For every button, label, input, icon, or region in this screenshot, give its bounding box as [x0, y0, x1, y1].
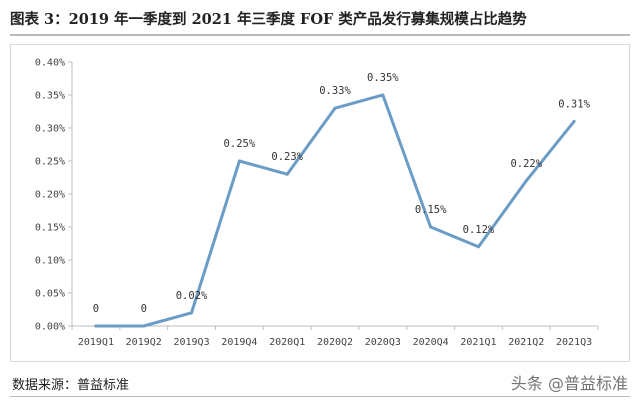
x-tick-label: 2020Q3: [365, 337, 401, 348]
y-tick-label: 0.15%: [35, 223, 65, 234]
data-label: 0.15%: [415, 204, 447, 216]
data-point: [476, 245, 480, 249]
data-label: 0: [141, 303, 147, 315]
data-label: 0.31%: [558, 98, 590, 110]
data-point: [333, 106, 337, 110]
x-tick-label: 2019Q2: [126, 337, 162, 348]
data-label: 0.33%: [319, 85, 351, 97]
y-tick-label: 0.30%: [35, 124, 65, 135]
y-tick-label: 0.05%: [35, 289, 65, 300]
data-point: [94, 324, 98, 328]
data-label: 0: [93, 303, 99, 315]
x-tick-label: 2020Q1: [269, 337, 305, 348]
x-tick-label: 2019Q4: [221, 337, 257, 348]
data-point: [190, 311, 194, 315]
x-tick-label: 2021Q1: [460, 337, 496, 348]
data-point: [142, 324, 146, 328]
y-tick-label: 0.35%: [35, 91, 65, 102]
data-point: [524, 179, 528, 183]
chart-title: 图表 3：2019 年一季度到 2021 年三季度 FOF 类产品发行募集规模占…: [10, 11, 527, 28]
y-tick-label: 0.00%: [35, 322, 65, 333]
bottom-divider: [10, 396, 630, 397]
y-tick-label: 0.20%: [35, 190, 65, 201]
data-label: 0.02%: [176, 290, 208, 302]
title-divider: [10, 34, 630, 36]
data-label: 0.25%: [224, 138, 256, 150]
data-point: [429, 225, 433, 229]
source-note: 数据来源：普益标准: [12, 378, 130, 393]
data-point: [237, 159, 241, 163]
watermark: 头条 @普益标准: [510, 374, 628, 393]
data-point: [572, 119, 576, 123]
x-tick-label: 2020Q4: [413, 337, 449, 348]
data-label: 0.23%: [271, 151, 303, 163]
x-tick-label: 2021Q2: [508, 337, 544, 348]
y-tick-label: 0.10%: [35, 256, 65, 267]
chart-frame: [10, 44, 630, 362]
data-point: [381, 93, 385, 97]
x-tick-label: 2019Q1: [78, 337, 114, 348]
x-tick-label: 2021Q3: [556, 337, 592, 348]
data-point: [285, 172, 289, 176]
x-tick-label: 2020Q2: [317, 337, 353, 348]
data-label: 0.12%: [463, 224, 495, 236]
series-line: [94, 93, 576, 328]
y-tick-label: 0.25%: [35, 157, 65, 168]
data-label: 0.35%: [367, 72, 399, 84]
x-tick-label: 2019Q3: [173, 337, 209, 348]
data-label: 0.22%: [510, 158, 542, 170]
y-tick-label: 0.40%: [35, 58, 65, 69]
